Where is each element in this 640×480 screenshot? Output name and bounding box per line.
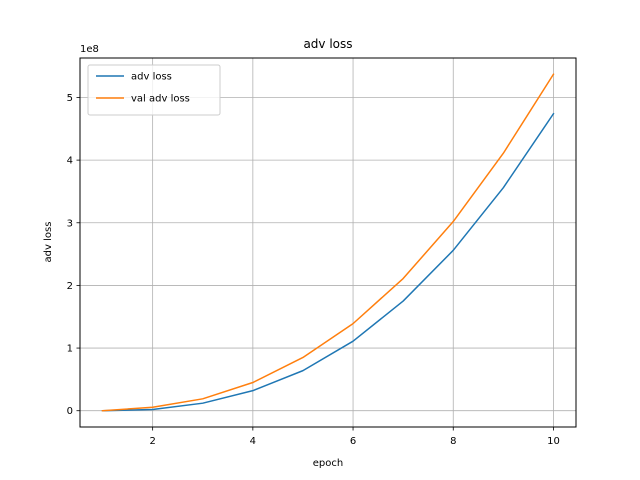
legend-label: val adv loss [131,94,190,105]
series-lines [101,73,555,412]
x-tick-label: 8 [450,436,456,447]
x-tick-label: 2 [149,436,155,447]
y-axis-ticks: 0 1 2 3 4 5 [67,93,80,417]
y-tick-label: 4 [67,156,73,167]
x-tick-label: 10 [547,436,560,447]
y-tick-label: 3 [67,218,73,229]
chart-title: adv loss [303,37,352,51]
y-offset-label: 1e8 [80,44,99,55]
series-line-1 [101,112,555,412]
y-tick-label: 5 [67,93,73,104]
legend-label: adv loss [131,72,172,83]
plot-area-frame [79,57,577,428]
x-axis-label: epoch [313,458,343,469]
x-tick-label: 4 [250,436,256,447]
series-line-2 [101,73,555,412]
y-tick-label: 0 [67,406,73,417]
legend: adv loss val adv loss [87,64,221,116]
grid-lines [80,58,576,427]
legend-box [87,64,221,116]
y-axis-label: adv loss [43,222,54,263]
x-tick-label: 6 [350,436,356,447]
y-tick-label: 1 [67,344,73,355]
x-axis-ticks: 2 4 6 8 10 [149,427,560,447]
y-tick-label: 2 [67,281,73,292]
